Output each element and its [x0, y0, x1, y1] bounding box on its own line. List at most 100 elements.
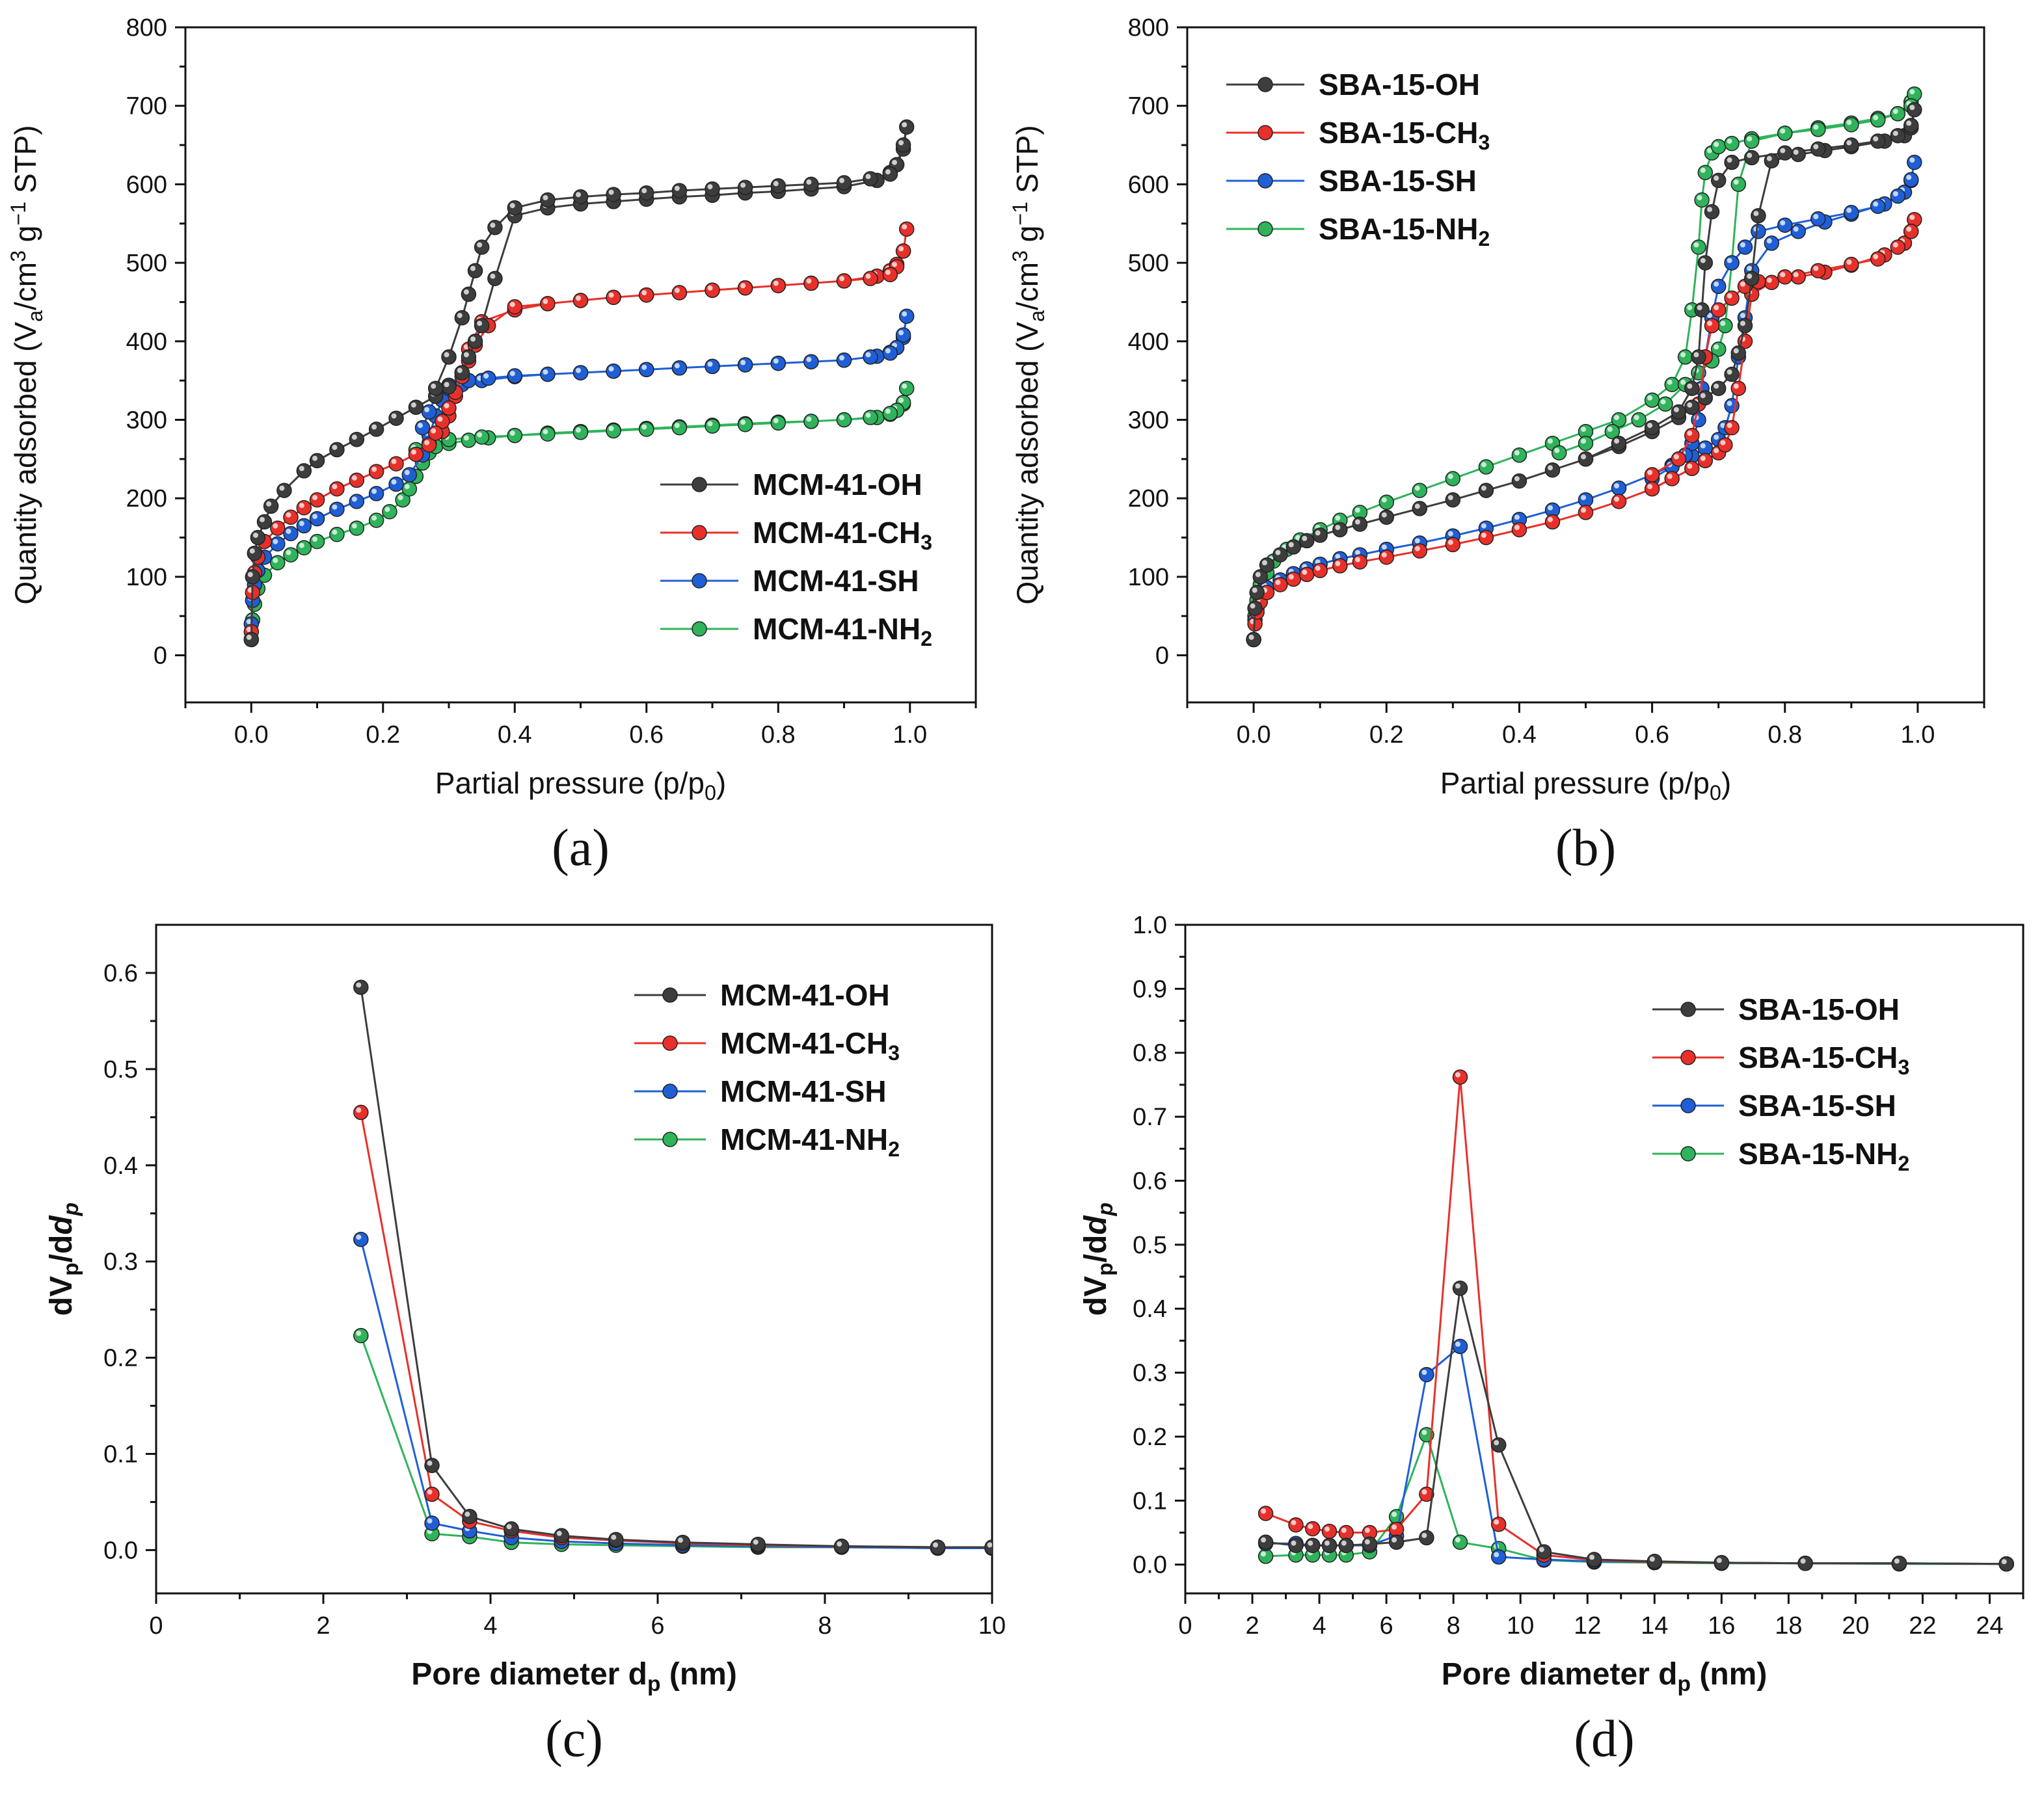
x-axis-title: Pore diameter dp (nm)	[1442, 1657, 1768, 1696]
data-point	[353, 1104, 369, 1121]
y-tick-label: 0.8	[1133, 1040, 1167, 1067]
data-point	[1246, 632, 1261, 648]
data-point-highlight	[1707, 313, 1712, 319]
data-point	[368, 421, 384, 437]
y-tick-label: 800	[1128, 14, 1169, 42]
series-sba-15-oh	[1257, 1281, 2014, 1572]
data-point-highlight	[806, 356, 812, 362]
data-point	[1777, 217, 1793, 233]
data-point-highlight	[410, 449, 416, 455]
data-point-highlight	[371, 466, 377, 472]
data-point-highlight	[1700, 167, 1706, 173]
data-point	[329, 442, 345, 458]
data-point-highlight	[470, 265, 476, 271]
y-tick-label: 0.4	[1133, 1296, 1167, 1323]
data-point	[1445, 471, 1461, 486]
data-point	[1551, 445, 1567, 460]
data-point-highlight	[1780, 148, 1786, 153]
data-point-highlight	[266, 501, 272, 507]
data-point-highlight	[674, 363, 680, 369]
data-point	[454, 310, 470, 326]
data-point	[895, 137, 911, 153]
data-point	[256, 514, 273, 530]
data-point	[401, 481, 418, 497]
data-point-highlight	[1727, 258, 1732, 263]
data-point-highlight	[898, 246, 904, 252]
data-point-highlight	[1693, 352, 1699, 358]
data-point	[737, 357, 753, 373]
data-point-highlight	[1687, 383, 1693, 389]
data-point-highlight	[1667, 473, 1673, 479]
data-point-highlight	[678, 1537, 683, 1543]
data-point	[836, 412, 852, 428]
data-point-highlight	[1308, 1540, 1313, 1546]
data-point-highlight	[1647, 484, 1653, 490]
data-point-highlight	[463, 352, 469, 358]
data-point	[737, 416, 753, 432]
data-point	[1312, 527, 1328, 543]
data-point-highlight	[1581, 427, 1586, 432]
data-point	[349, 431, 365, 447]
data-point-highlight	[837, 1541, 842, 1547]
data-point-highlight	[410, 402, 416, 408]
data-point	[737, 280, 753, 296]
data-point	[1272, 547, 1288, 563]
data-point	[1338, 1524, 1354, 1541]
data-point	[1388, 1521, 1405, 1537]
data-point	[1445, 537, 1461, 553]
data-point-highlight	[902, 383, 908, 389]
data-point	[296, 540, 312, 555]
data-point-highlight	[1481, 485, 1486, 491]
data-point-highlight	[431, 383, 437, 389]
x-tick-label: 1.0	[893, 721, 927, 749]
data-point-highlight	[1354, 550, 1360, 555]
y-tick-label: 0.3	[1133, 1360, 1167, 1387]
data-point	[1257, 1534, 1274, 1550]
data-point-highlight	[356, 1107, 362, 1113]
y-tick-label: 100	[126, 564, 167, 591]
data-point	[606, 289, 621, 305]
data-point-highlight	[1909, 89, 1915, 95]
data-point-highlight	[1697, 195, 1702, 200]
data-point-highlight	[1288, 542, 1294, 548]
data-point	[1684, 399, 1700, 415]
data-point-highlight	[576, 427, 581, 433]
data-point	[1249, 585, 1265, 600]
y-axis-title: Quantity adsorbed (Va/cm3 g−1 STP)	[7, 125, 47, 604]
data-point-highlight	[902, 224, 908, 230]
data-point-highlight	[1873, 254, 1879, 259]
data-point-highlight	[902, 311, 908, 317]
data-point-highlight	[1421, 1370, 1427, 1376]
data-point-highlight	[1447, 473, 1453, 479]
data-point-highlight	[506, 1524, 512, 1530]
data-point-highlight	[1581, 438, 1586, 444]
data-point-highlight	[839, 276, 844, 282]
data-point	[1691, 349, 1706, 365]
data-point-highlight	[477, 242, 483, 248]
data-point	[368, 464, 384, 479]
data-point-highlight	[885, 408, 891, 414]
data-point-highlight	[1720, 440, 1726, 445]
data-point-highlight	[1714, 434, 1719, 440]
y-axis-title: dVp/ddp	[44, 1203, 83, 1316]
data-point	[554, 1528, 569, 1544]
data-point	[863, 171, 878, 187]
data-point	[408, 446, 424, 462]
data-point-highlight	[246, 618, 252, 624]
data-point-highlight	[608, 292, 614, 298]
legend-label: MCM-41-SH	[720, 1074, 887, 1108]
series-line	[360, 1335, 992, 1549]
data-point	[1352, 516, 1368, 532]
y-tick-label: 600	[1128, 171, 1169, 198]
data-point	[705, 282, 720, 299]
data-point-highlight	[1392, 1537, 1397, 1543]
data-point	[1490, 1517, 1507, 1532]
data-point	[1544, 462, 1561, 478]
legend: MCM-41-OH MCM-41-CH3 MCM-41-SH MCM-41-NH2	[634, 978, 900, 1161]
data-point	[1870, 133, 1886, 149]
panel-a: 0.0 0.2 0.4 0.6 0.8 1.0 0 100 200 300 400 500 600 700…	[7, 14, 977, 877]
x-tick-label: 14	[1641, 1612, 1668, 1640]
data-point-highlight	[477, 375, 483, 381]
data-point-highlight	[260, 516, 265, 522]
series-mcm-41-sh	[243, 308, 915, 632]
